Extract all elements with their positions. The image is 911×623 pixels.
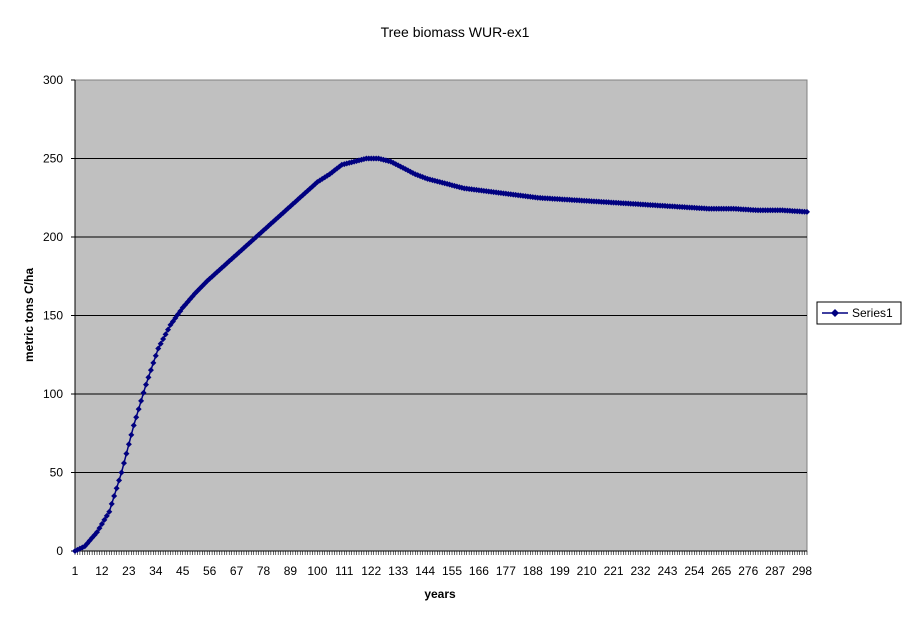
data-point (147, 367, 154, 374)
x-tick-label: 133 (388, 564, 408, 578)
x-tick-label: 45 (176, 564, 190, 578)
y-axis-label: metric tons C/ha (22, 268, 36, 362)
x-tick-label: 232 (631, 564, 651, 578)
data-point (165, 326, 172, 333)
x-tick-label: 12 (95, 564, 109, 578)
data-point (133, 414, 140, 421)
x-tick-label: 177 (496, 564, 516, 578)
data-point (103, 512, 110, 519)
y-tick-label: 150 (43, 309, 63, 323)
x-tick-label: 122 (361, 564, 381, 578)
legend-marker (831, 309, 839, 317)
data-point (150, 359, 157, 366)
x-tick-label: 287 (765, 564, 785, 578)
data-point (231, 253, 238, 260)
chart-title: Tree biomass WUR-ex1 (381, 24, 530, 40)
x-tick-label: 111 (335, 564, 354, 578)
data-point (162, 331, 169, 338)
data-point (123, 450, 130, 457)
x-tick-label: 144 (415, 564, 435, 578)
x-tick-label: 89 (284, 564, 298, 578)
data-point (135, 406, 142, 413)
y-tick-label: 50 (50, 466, 64, 480)
x-tick-label: 199 (550, 564, 570, 578)
data-point (94, 529, 101, 536)
x-tick-label: 34 (149, 564, 163, 578)
data-point (160, 336, 167, 343)
x-tick-label: 276 (738, 564, 758, 578)
gridlines (75, 158, 807, 473)
x-tick-label: 155 (442, 564, 462, 578)
y-axis-ticks: 0 50 100 150 200 250 300 (43, 73, 75, 558)
data-point (152, 352, 159, 359)
y-tick-label: 250 (43, 152, 63, 166)
data-point (140, 389, 147, 396)
data-point (155, 345, 162, 352)
x-tick-label: 243 (657, 564, 677, 578)
data-point (128, 431, 135, 438)
x-tick-label: 166 (469, 564, 489, 578)
data-point (108, 500, 115, 507)
x-tick-label: 221 (604, 564, 624, 578)
data-point (106, 508, 113, 515)
data-point (111, 493, 118, 500)
data-point (804, 208, 810, 215)
x-tick-label: 23 (122, 564, 136, 578)
series-group (72, 155, 810, 554)
x-tick-label: 56 (203, 564, 217, 578)
y-tick-label: 300 (43, 73, 63, 87)
data-point (116, 477, 123, 484)
x-tick-label: 298 (792, 564, 812, 578)
x-axis-ticks: 1 12 23 34 45 56 67 78 89 100 111 122 133 144 155 166 17… (72, 551, 812, 578)
data-point (101, 516, 108, 523)
data-point (125, 441, 132, 448)
x-tick-label: 100 (307, 564, 327, 578)
data-point (98, 520, 105, 527)
data-point (96, 525, 103, 532)
y-tick-label: 100 (43, 387, 63, 401)
y-tick-label: 0 (56, 544, 63, 558)
legend: Series1 (816, 301, 902, 325)
x-tick-label: 265 (711, 564, 731, 578)
x-tick-label: 1 (72, 564, 79, 578)
x-tick-label: 188 (523, 564, 543, 578)
x-tick-label: 210 (577, 564, 597, 578)
data-point (120, 460, 127, 467)
data-point (142, 381, 149, 388)
data-point (250, 236, 257, 243)
x-axis-label: years (424, 587, 456, 601)
legend-box (816, 301, 902, 325)
data-point (157, 340, 164, 347)
x-tick-label: 78 (257, 564, 271, 578)
data-point (138, 397, 145, 404)
data-point (118, 469, 125, 476)
x-tick-label: 67 (230, 564, 244, 578)
y-tick-label: 200 (43, 230, 63, 244)
x-tick-label: 254 (684, 564, 704, 578)
data-point (145, 374, 152, 381)
data-point (130, 422, 137, 429)
legend-label: Series1 (852, 306, 893, 320)
data-point (113, 485, 120, 492)
